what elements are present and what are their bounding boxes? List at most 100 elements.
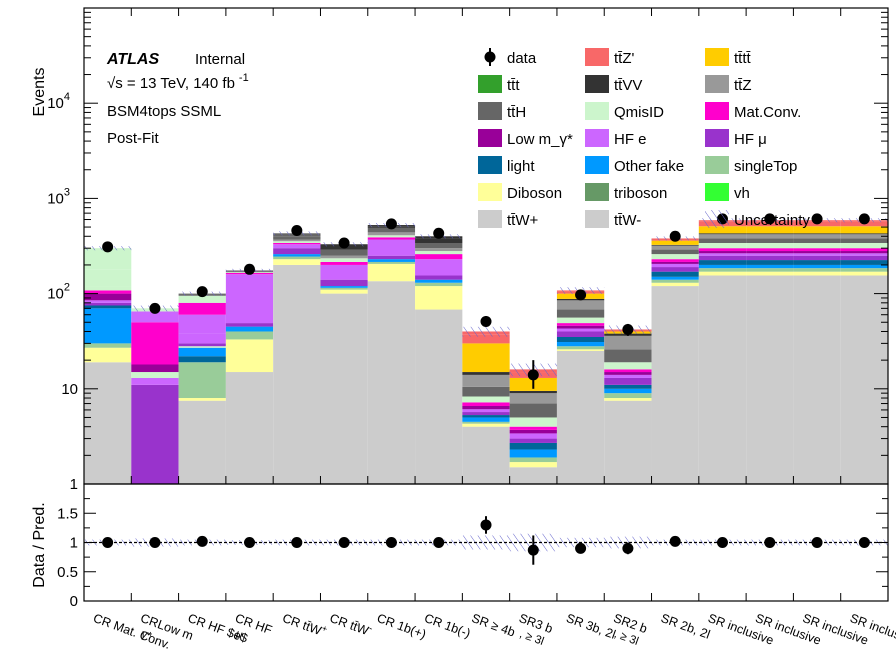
- stack-segment: [840, 234, 888, 239]
- stack-segment: [415, 259, 463, 276]
- stack-segment: [225, 339, 274, 373]
- stack-segment: [131, 322, 179, 365]
- legend-label: Diboson: [507, 185, 562, 202]
- legend-swatch: [478, 156, 502, 174]
- data-point: [575, 289, 587, 301]
- stack-segment: [415, 243, 463, 249]
- stack-segment: [415, 309, 463, 484]
- legend-swatch: [705, 156, 729, 174]
- stack-segment: [367, 227, 416, 233]
- stack-segment: [273, 236, 321, 240]
- fit-label: Post-Fit: [107, 130, 160, 147]
- legend-label: triboson: [614, 185, 667, 202]
- stack-segment: [746, 226, 794, 234]
- stack-segment: [651, 271, 699, 277]
- category-label: CR tt̄W-: [328, 609, 374, 639]
- stack-segment: [225, 372, 274, 484]
- stack-segment: [746, 233, 794, 235]
- legend-swatch: [705, 75, 729, 93]
- svg-text:CR tt̄W-: CR tt̄W-: [328, 609, 374, 639]
- stack-segment: [793, 243, 841, 249]
- stack-segment: [698, 233, 747, 235]
- legend-swatch: [705, 183, 729, 201]
- stack-segment: [793, 260, 841, 265]
- stack-segment: [415, 282, 463, 287]
- stack-segment: [131, 372, 179, 378]
- stack-segment: [793, 248, 841, 252]
- stack-segment: [509, 390, 557, 394]
- legend-swatch: [705, 129, 729, 147]
- stack-segment: [556, 342, 605, 347]
- stack-segment: [840, 271, 888, 276]
- stack-segment: [604, 335, 652, 350]
- legend-label: HF e: [614, 131, 647, 148]
- stack-segment: [604, 362, 652, 370]
- legend-label: tt̄t: [507, 77, 520, 94]
- category-label: SR3 b, ≥ 3l: [517, 611, 554, 648]
- stack-segment: [225, 331, 274, 340]
- stack-segment: [840, 233, 888, 235]
- plot-header: ATLAS Internal √s = 13 TeV, 140 fb -1 BSM…: [106, 51, 249, 147]
- stack-segment: [746, 238, 794, 243]
- stack-segment: [462, 423, 510, 427]
- legend-swatch: [705, 48, 729, 66]
- legend-label: tt̄tt̄: [734, 50, 752, 67]
- y-axis-label: Events: [31, 68, 48, 117]
- stack-segment: [746, 268, 794, 272]
- stack-segment: [651, 286, 699, 484]
- ratio-point: [433, 537, 445, 548]
- stack-segment: [746, 248, 794, 252]
- stack-segment: [178, 314, 226, 334]
- legend-label: vh: [734, 185, 750, 202]
- stack-segment: [273, 254, 321, 257]
- ratio-point: [196, 535, 208, 547]
- stack-segment: [840, 226, 888, 234]
- stack-segment: [651, 244, 699, 246]
- stack-segment: [84, 300, 132, 303]
- stack-segment: [509, 462, 557, 468]
- legend-label: Mat.Conv.: [734, 104, 801, 121]
- stack-segment: [604, 372, 652, 375]
- legend: data tt̄Z' tt̄tt̄ tt̄t tt̄VV tt̄Z tt̄H QmisID Ma…: [478, 48, 810, 229]
- stack-segment: [178, 347, 226, 357]
- stack-segment: [273, 243, 321, 245]
- stack-segment: [651, 282, 699, 287]
- ratio-y-axis-label: Data / Pred.: [31, 502, 48, 587]
- energy-label: √s = 13 TeV, 140 fb -1: [107, 72, 249, 92]
- stack-segment: [273, 259, 321, 265]
- stack-segment: [698, 234, 747, 239]
- stack-segment: [462, 405, 510, 410]
- stack-segment: [604, 374, 652, 378]
- stack-segment: [840, 260, 888, 265]
- legend-swatch: [478, 75, 502, 93]
- legend-label: data: [507, 50, 537, 67]
- stack-segment: [84, 248, 132, 270]
- stack-segment: [131, 311, 179, 323]
- stack-segment: [225, 326, 274, 332]
- stack-segment: [462, 412, 510, 416]
- stack-segment: [793, 253, 841, 256]
- legend-label: Uncertainty: [734, 212, 810, 229]
- stack-segment: [746, 264, 794, 269]
- legend-label: tt̄W-: [614, 212, 641, 229]
- stack-segment: [462, 409, 510, 413]
- stack-segment: [462, 374, 510, 387]
- stack-segment: [698, 264, 747, 269]
- data-point: [291, 225, 303, 237]
- stack-segment: [462, 402, 510, 406]
- ratio-y-tick-label: 1.5: [57, 505, 78, 522]
- stack-segment: [604, 384, 652, 389]
- stack-segment: [462, 426, 510, 484]
- data-point: [338, 237, 350, 249]
- stack-segment: [604, 349, 652, 363]
- stack-segment: [178, 356, 226, 363]
- stack-segment: [840, 253, 888, 256]
- stack-segment: [604, 398, 652, 401]
- data-point: [102, 241, 114, 253]
- stack-segment: [840, 275, 888, 484]
- category-label: SR 2b, 2l: [659, 611, 712, 642]
- stack-segment: [556, 317, 605, 324]
- legend-swatch: [585, 183, 609, 201]
- ratio-y-tick-label: 0.5: [57, 564, 78, 581]
